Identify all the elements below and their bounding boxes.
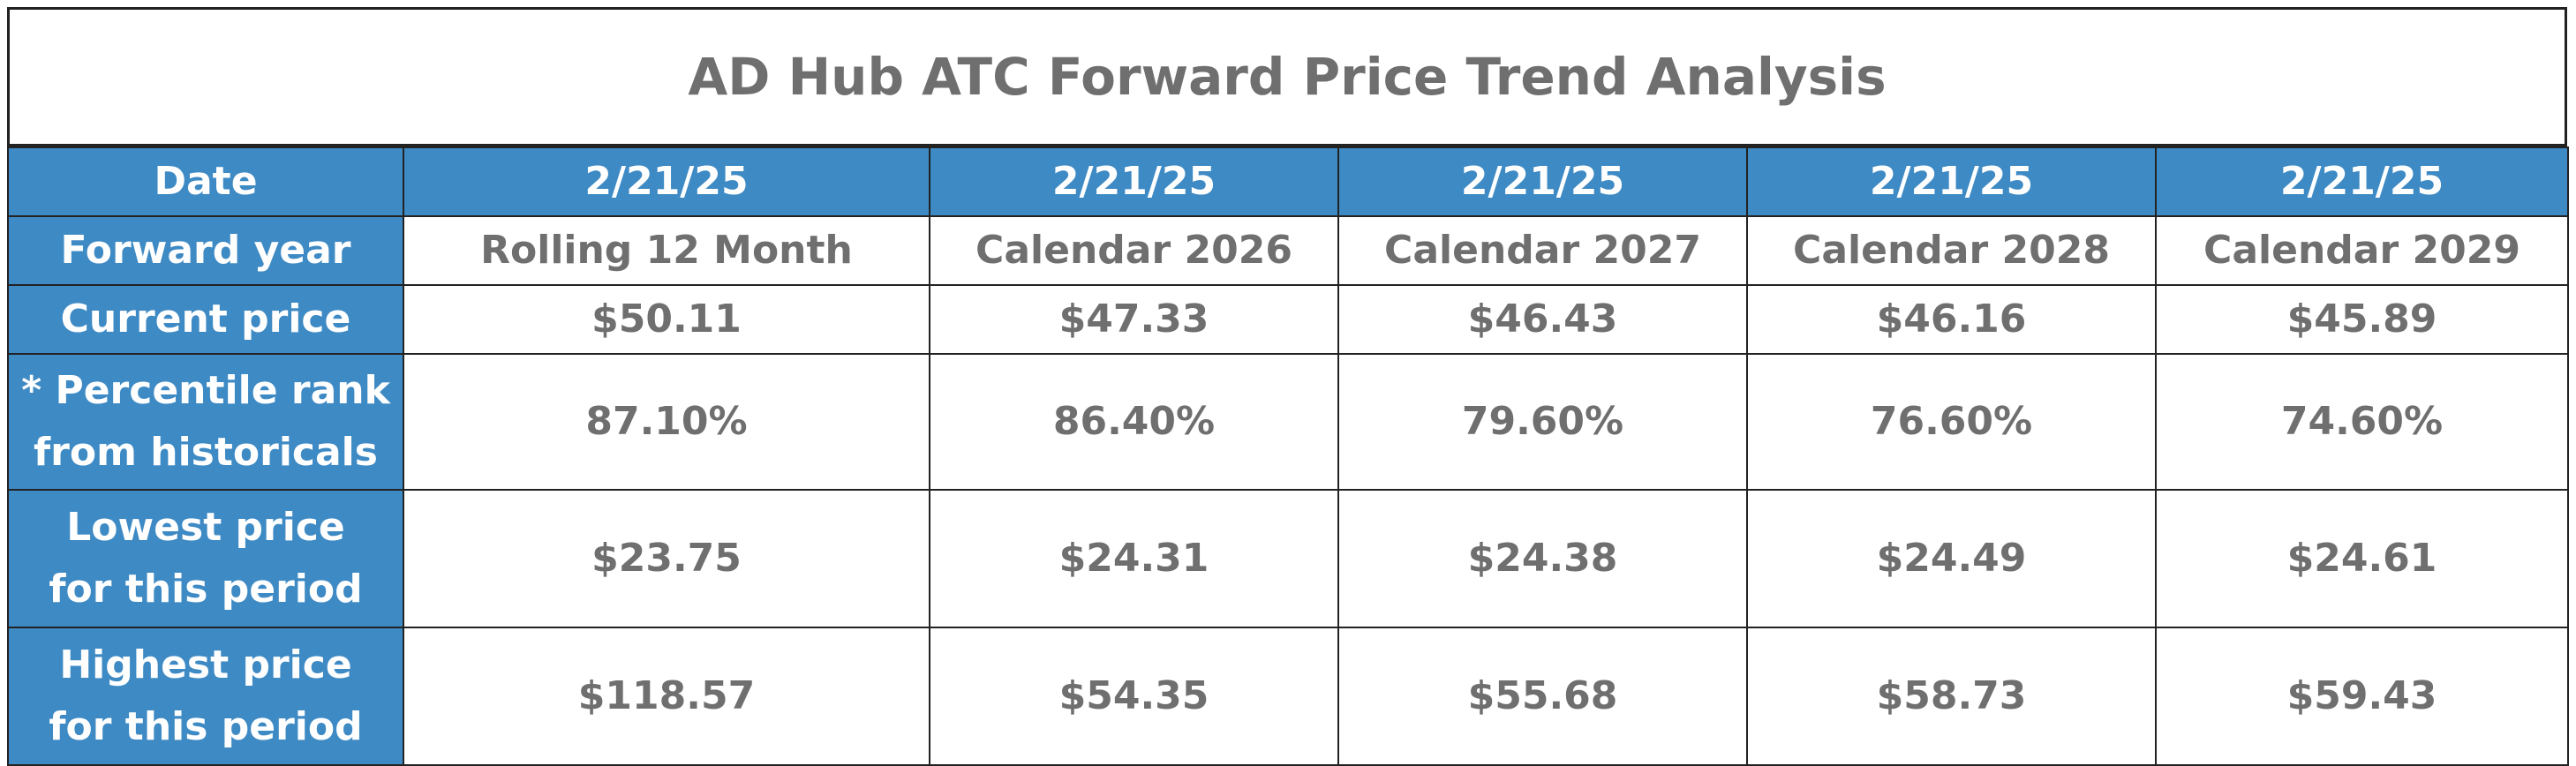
table-title: AD Hub ATC Forward Price Trend Analysis [688,47,1887,107]
date-cell: 2/21/25 [1337,146,1748,217]
row-label-highest-line2: for this period [49,704,363,749]
row-label-highest-price: Highest price for this period [7,627,404,766]
date-cell: 2/21/25 [929,146,1339,217]
forward-year-row: Forward year Rolling 12 Month Calendar 2… [7,215,2569,286]
current-price-cell: $46.16 [1746,284,2157,355]
lowest-price-cell: $23.75 [403,489,930,628]
forward-year-cell: Calendar 2029 [2155,215,2569,286]
title-banner: AD Hub ATC Forward Price Trend Analysis [7,7,2567,146]
highest-price-row: Highest price for this period $118.57 $5… [7,627,2569,766]
lowest-price-cell: $24.31 [929,489,1339,628]
percentile-cell: 74.60% [2155,353,2569,491]
current-price-cell: $50.11 [403,284,930,355]
forward-year-cell: Calendar 2026 [929,215,1339,286]
lowest-price-row: Lowest price for this period $23.75 $24.… [7,489,2569,628]
row-label-percentile-line1: * Percentile rank [21,368,390,413]
row-label-lowest-line2: for this period [49,567,363,612]
forward-year-cell: Calendar 2028 [1746,215,2157,286]
current-price-cell: $45.89 [2155,284,2569,355]
lowest-price-cell: $24.49 [1746,489,2157,628]
row-label-percentile: * Percentile rank from historicals [7,353,404,491]
current-price-row: Current price $50.11 $47.33 $46.43 $46.1… [7,284,2569,355]
percentile-cell: 87.10% [403,353,930,491]
current-price-cell: $46.43 [1337,284,1748,355]
row-label-forward-year: Forward year [7,215,404,286]
forward-price-table: Date 2/21/25 2/21/25 2/21/25 2/21/25 2/2… [7,146,2569,766]
percentile-row: * Percentile rank from historicals 87.10… [7,353,2569,491]
percentile-cell: 86.40% [929,353,1339,491]
highest-price-cell: $58.73 [1746,627,2157,766]
lowest-price-cell: $24.38 [1337,489,1748,628]
highest-price-cell: $59.43 [2155,627,2569,766]
highest-price-cell: $54.35 [929,627,1339,766]
highest-price-cell: $118.57 [403,627,930,766]
row-label-percentile-line2: from historicals [34,430,378,475]
date-row: Date 2/21/25 2/21/25 2/21/25 2/21/25 2/2… [7,146,2569,217]
current-price-cell: $47.33 [929,284,1339,355]
date-cell: 2/21/25 [2155,146,2569,217]
highest-price-cell: $55.68 [1337,627,1748,766]
forward-year-cell: Rolling 12 Month [403,215,930,286]
row-label-lowest-line1: Lowest price [66,505,345,550]
row-label-date: Date [7,146,404,217]
percentile-cell: 76.60% [1746,353,2157,491]
date-cell: 2/21/25 [403,146,930,217]
date-cell: 2/21/25 [1746,146,2157,217]
price-trend-table-frame: AD Hub ATC Forward Price Trend Analysis … [7,7,2569,766]
row-label-highest-line1: Highest price [59,642,352,687]
percentile-cell: 79.60% [1337,353,1748,491]
row-label-current-price: Current price [7,284,404,355]
lowest-price-cell: $24.61 [2155,489,2569,628]
forward-year-cell: Calendar 2027 [1337,215,1748,286]
row-label-lowest-price: Lowest price for this period [7,489,404,628]
